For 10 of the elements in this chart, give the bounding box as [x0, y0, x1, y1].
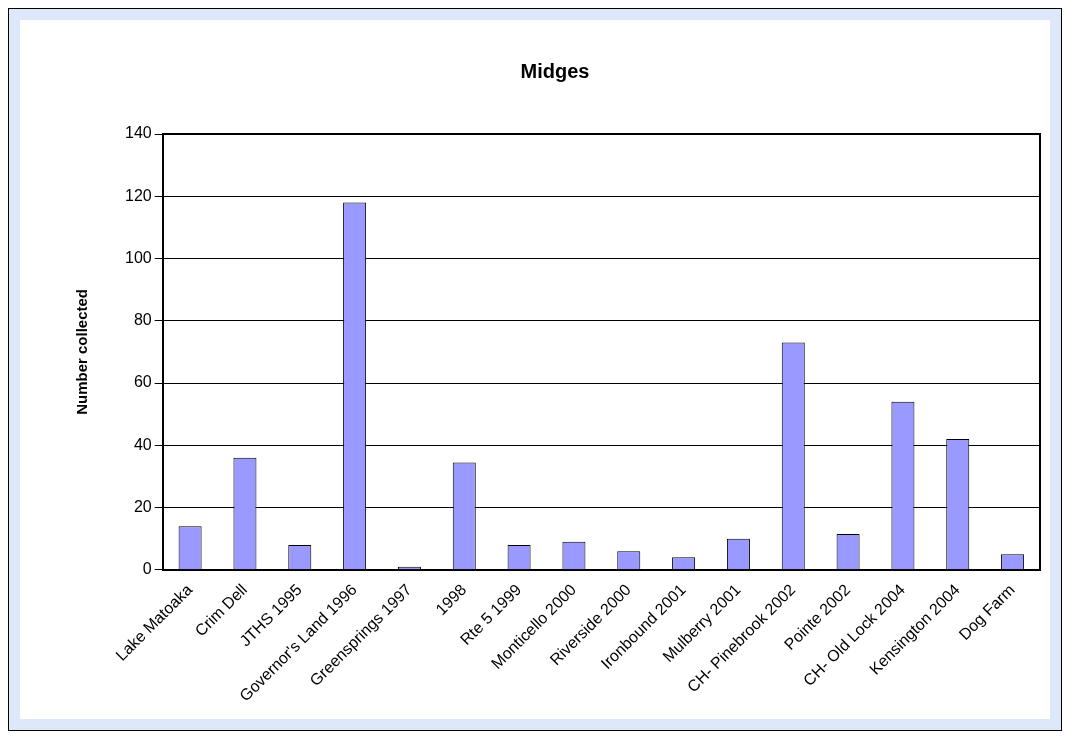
y-tick-label: 80 [133, 311, 152, 329]
chart-title: Midges [520, 59, 590, 82]
y-tick-label: 20 [133, 497, 152, 515]
y-axis-title: Number collected [73, 288, 91, 415]
y-tick-label: 120 [124, 186, 152, 204]
y-tick-label: 100 [124, 248, 152, 266]
y-tick-label: 0 [142, 560, 152, 578]
y-tick-label: 60 [133, 373, 152, 391]
y-tick-label: 40 [133, 435, 152, 453]
y-tick-label: 140 [124, 124, 152, 142]
